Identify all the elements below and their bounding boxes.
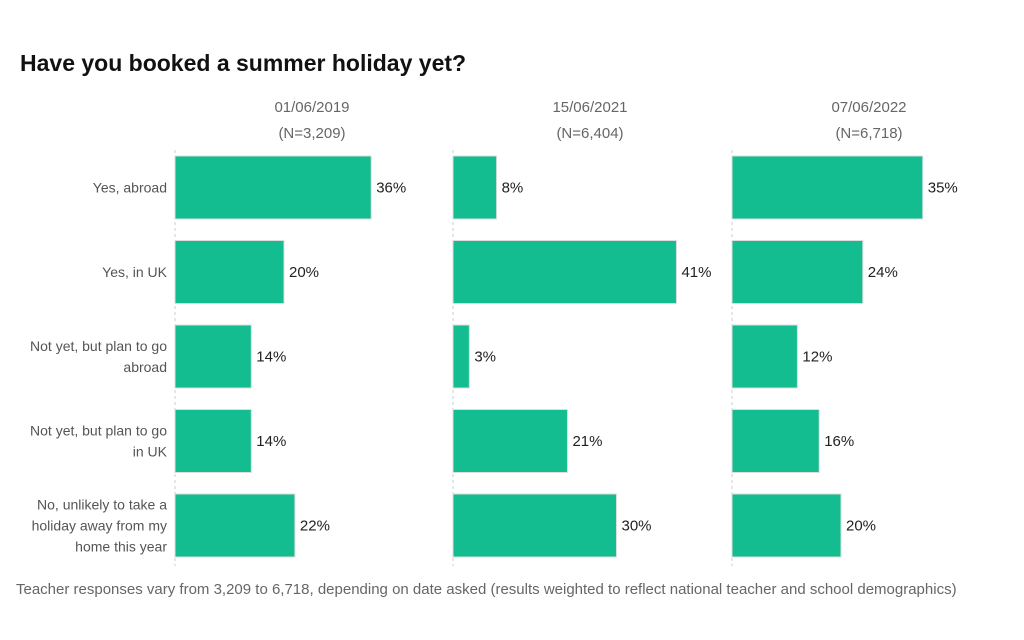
series-n-label: (N=6,404) [556, 125, 623, 142]
bar [174, 324, 252, 389]
bar [452, 240, 677, 304]
bar [174, 155, 372, 220]
series-header: 01/06/2019 [274, 99, 349, 116]
category-label: in UK [133, 444, 168, 460]
data-label: 22% [300, 518, 330, 535]
category-label: holiday away from my [32, 518, 167, 534]
data-label: 20% [289, 264, 319, 281]
data-label: 35% [928, 180, 958, 197]
series-header: 07/06/2022 [831, 99, 906, 116]
data-label: 30% [622, 518, 652, 535]
data-label: 24% [868, 264, 898, 281]
data-label: 14% [256, 349, 286, 366]
data-label: 16% [824, 433, 854, 450]
category-label: home this year [75, 539, 167, 555]
data-label: 41% [681, 264, 711, 281]
chart-title: Have you booked a summer holiday yet? [20, 50, 467, 76]
category-label: Yes, abroad [93, 180, 167, 196]
data-label: 20% [846, 518, 876, 535]
bar [174, 240, 285, 304]
category-label: Yes, in UK [102, 264, 168, 280]
bar [731, 493, 842, 558]
data-label: 14% [256, 433, 286, 450]
data-label: 36% [376, 180, 406, 197]
bar [731, 409, 820, 473]
category-label: Not yet, but plan to go [30, 423, 167, 439]
category-label: abroad [123, 359, 167, 375]
category-label: Not yet, but plan to go [30, 338, 167, 354]
bar [452, 324, 470, 389]
bar [452, 493, 617, 558]
bar [174, 493, 296, 558]
category-label: No, unlikely to take a [37, 497, 167, 513]
data-label: 12% [802, 349, 832, 366]
series-n-label: (N=3,209) [278, 125, 345, 142]
series-n-label: (N=6,718) [835, 125, 902, 142]
data-label: 3% [474, 349, 496, 366]
data-label: 21% [572, 433, 602, 450]
footnote: Teacher responses vary from 3,209 to 6,7… [16, 581, 957, 598]
bar [174, 409, 252, 473]
data-label: 8% [502, 180, 524, 197]
bar [731, 324, 798, 389]
bar [452, 155, 498, 220]
bar [731, 155, 924, 220]
bar [731, 240, 864, 304]
bar [452, 409, 568, 473]
series-header: 15/06/2021 [552, 99, 627, 116]
